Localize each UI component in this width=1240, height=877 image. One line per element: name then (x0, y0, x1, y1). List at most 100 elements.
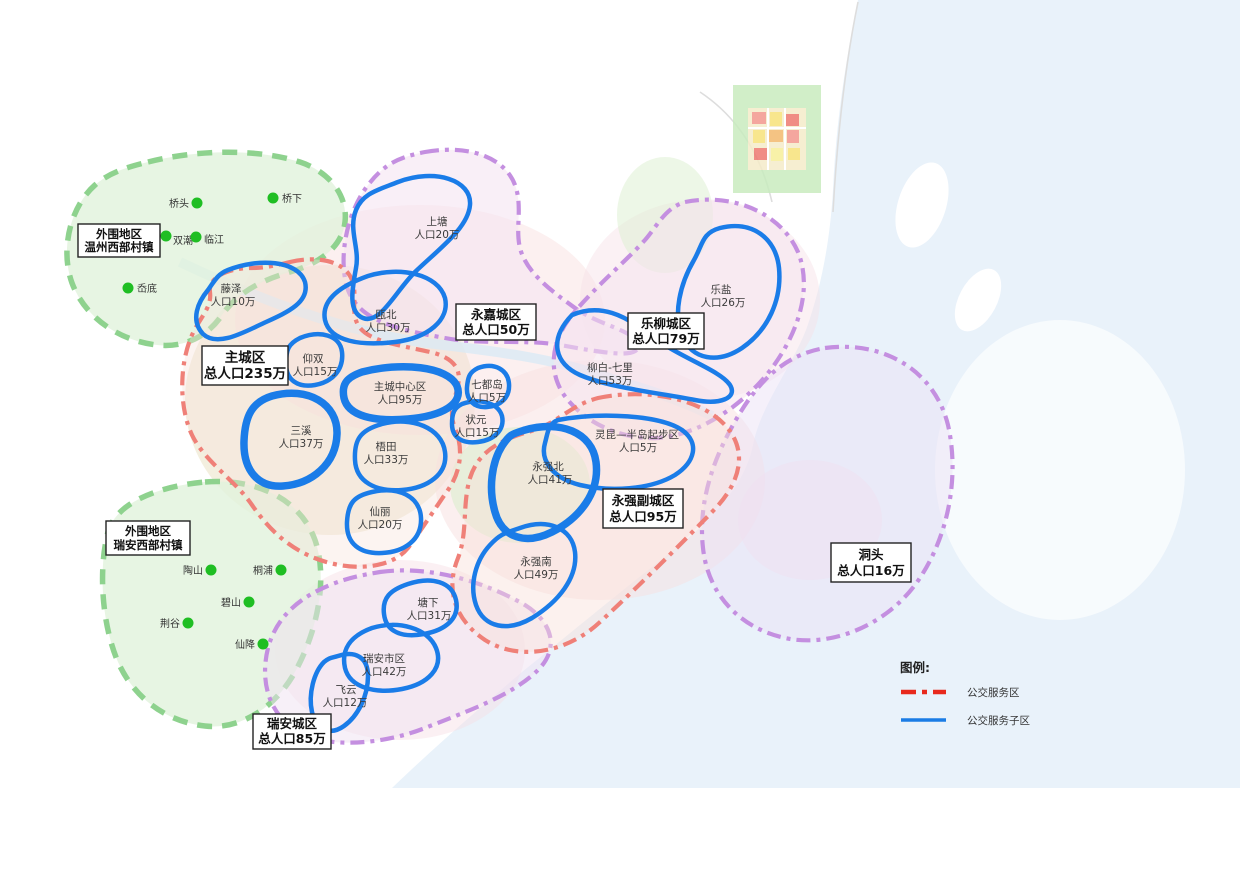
subzone-oubei (322, 269, 448, 346)
town-dot (257, 638, 269, 650)
subarea-name: 塘下 (418, 596, 439, 609)
town-dot (122, 282, 134, 294)
area-label-wenzhou-west: 外围地区 温州西部村镇 (77, 223, 161, 258)
subzone-yongqiang-south (471, 521, 578, 629)
subarea-pop: 人口30万 (366, 322, 411, 334)
subarea-name: 永强北 (532, 460, 564, 473)
subzone-city-center (339, 362, 462, 424)
area-label-main-city: 主城区 总人口235万 (201, 345, 289, 386)
subarea-pop: 人口53万 (588, 375, 633, 387)
area-subtitle: 总人口85万 (258, 731, 325, 746)
subarea-name: 主城中心区 (374, 380, 427, 393)
subarea-name: 飞云 (336, 684, 357, 696)
subzone-yongqiang-north (487, 422, 601, 543)
legend-label-service-subarea: 公交服务子区 (967, 714, 1030, 727)
landuse-patch (450, 427, 590, 543)
landuse-patch (185, 265, 475, 535)
town-label: 双潮 (173, 234, 193, 247)
area-subtitle: 总人口50万 (462, 322, 529, 337)
area-label-dongtou: 洞头 总人口16万 (830, 542, 912, 583)
legend-label-service-area: 公交服务区 (967, 686, 1020, 699)
town-dot (182, 617, 194, 629)
area-name: 永嘉城区 (470, 307, 522, 322)
subzone-lingkun (541, 413, 696, 492)
town-label: 仙降 (235, 638, 255, 651)
town-label: 桥下 (282, 193, 302, 205)
area-subtitle: 总人口95万 (609, 509, 676, 524)
town-label: 碧山 (221, 597, 241, 609)
area-subtitle: 瑞安西部村镇 (114, 538, 183, 552)
subarea-name: 藤泽 (221, 283, 242, 295)
area-name: 洞头 (858, 547, 884, 562)
town-label: 岙底 (137, 282, 157, 295)
legend-title: 图例: (900, 660, 930, 675)
subarea-pop: 人口31万 (407, 610, 452, 622)
subzone-shangtang (350, 173, 473, 322)
area-label-ruian-city: 瑞安城区 总人口85万 (252, 713, 332, 750)
subarea-pop: 人口49万 (514, 569, 559, 581)
subarea-name: 梧田 (376, 440, 397, 453)
subarea-name: 乐盐 (711, 283, 732, 296)
legend: 图例: 公交服务区 公交服务子区 (900, 660, 1030, 727)
subzone-wutian (352, 419, 448, 493)
island-shape (954, 268, 1002, 332)
town-dot (243, 596, 255, 608)
area-label-yongjia: 永嘉城区 总人口50万 (455, 303, 537, 341)
area-label-yongqiang: 永强副城区 总人口95万 (602, 488, 684, 529)
subzone-sanxi (240, 389, 341, 490)
area-subtitle: 总人口235万 (204, 365, 286, 382)
subarea-pop: 人口15万 (293, 366, 338, 378)
town-label: 桥头 (169, 198, 189, 210)
island-shape (935, 320, 1185, 620)
area-name: 主城区 (225, 349, 266, 366)
area-label-ruian-west: 外围地区 瑞安西部村镇 (105, 520, 191, 556)
subarea-pop: 人口10万 (211, 296, 256, 308)
subarea-pop: 人口37万 (279, 438, 324, 450)
subarea-name: 永强南 (520, 555, 552, 568)
island-shape (895, 162, 949, 248)
area-subtitle: 总人口79万 (632, 331, 699, 346)
subzone-zhuangyuan (449, 399, 505, 445)
area-subtitle: 总人口16万 (837, 563, 904, 578)
subarea-pop: 人口26万 (701, 297, 746, 309)
subarea-pop: 人口15万 (455, 427, 500, 439)
subzone-xianli (344, 488, 424, 556)
area-name: 外围地区 (95, 227, 142, 241)
subarea-name: 柳白-七里 (587, 361, 633, 374)
area-subtitle: 温州西部村镇 (85, 240, 154, 254)
town-markers: 桥头 桥下 双潮 临江 岙底 陶山 桐浦 碧山 荆谷 仙降 (122, 192, 302, 651)
subarea-name: 七都岛 (471, 378, 503, 391)
subarea-pop: 人口20万 (415, 229, 460, 241)
subarea-name: 瓯北 (376, 309, 397, 321)
subarea-name: 状元 (466, 413, 487, 426)
subarea-pop: 人口5万 (468, 392, 506, 404)
subarea-name: 灵昆—半岛起步区 (595, 428, 679, 441)
town-dot (160, 230, 172, 242)
area-name: 永强副城区 (611, 493, 675, 508)
town-plan-mosaic (733, 85, 821, 193)
subarea-pop: 人口42万 (362, 666, 407, 678)
area-name: 外围地区 (124, 524, 171, 538)
subzone-tengze (193, 260, 308, 342)
town-dot (275, 564, 287, 576)
town-label: 荆谷 (160, 617, 180, 630)
subzone-leyan (675, 223, 782, 360)
subarea-name: 瑞安市区 (363, 652, 405, 665)
subarea-pop: 人口33万 (364, 454, 409, 466)
subarea-name: 上塘 (427, 215, 448, 228)
town-dot (205, 564, 217, 576)
area-label-leliu: 乐柳城区 总人口79万 (627, 312, 705, 350)
town-dot (267, 192, 279, 204)
area-name: 乐柳城区 (641, 316, 692, 331)
subarea-pop: 人口41万 (528, 474, 573, 486)
subarea-name: 仰双 (303, 352, 324, 365)
town-dot (190, 231, 202, 243)
subzone-qidudao (464, 363, 512, 410)
town-label: 桐浦 (253, 564, 273, 577)
town-label: 陶山 (183, 564, 203, 577)
area-name: 瑞安城区 (267, 716, 318, 731)
subarea-name: 三溪 (291, 425, 312, 437)
subarea-pop: 人口5万 (619, 442, 657, 454)
